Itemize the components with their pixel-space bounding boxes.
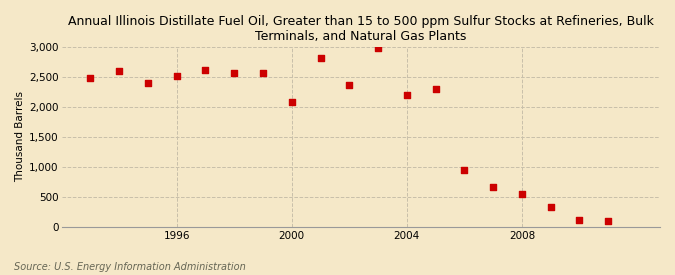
Point [113, 69, 124, 74]
Point [516, 192, 527, 196]
Point [459, 167, 470, 172]
Text: Source: U.S. Energy Information Administration: Source: U.S. Energy Information Administ… [14, 262, 245, 272]
Point [373, 45, 383, 50]
Point [603, 218, 614, 223]
Point [344, 83, 354, 87]
Point [315, 56, 326, 60]
Point [200, 68, 211, 73]
Point [574, 218, 585, 222]
Point [488, 185, 499, 189]
Point [402, 93, 412, 97]
Title: Annual Illinois Distillate Fuel Oil, Greater than 15 to 500 ppm Sulfur Stocks at: Annual Illinois Distillate Fuel Oil, Gre… [68, 15, 653, 43]
Y-axis label: Thousand Barrels: Thousand Barrels [15, 91, 25, 182]
Point [258, 70, 269, 75]
Point [286, 100, 297, 104]
Point [430, 87, 441, 91]
Point [545, 205, 556, 209]
Point [171, 74, 182, 78]
Point [229, 70, 240, 75]
Point [142, 81, 153, 86]
Point [85, 76, 96, 80]
